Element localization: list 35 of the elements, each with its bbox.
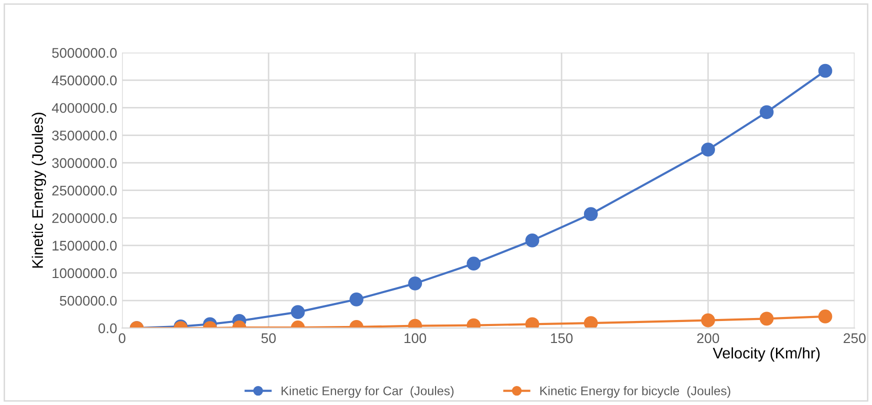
y-axis-title: Kinetic Energy (Joules)	[32, 112, 46, 268]
point	[525, 234, 540, 248]
x-tick-label: 100	[404, 333, 426, 344]
point	[760, 312, 774, 326]
x-tick-label: 0	[118, 333, 126, 344]
point	[818, 310, 832, 324]
point	[818, 64, 832, 78]
y-tick-label: 1500000.0	[52, 240, 117, 251]
point	[584, 316, 598, 328]
legend-label: Kinetic Energy for Car (Joules)	[282, 386, 454, 398]
y-tick-label: 3500000.0	[52, 130, 117, 140]
legend-label: Kinetic Energy for bicycle (Joules)	[540, 386, 730, 398]
x-tick-label: 250	[844, 333, 866, 344]
y-tick-label: 5000000.0	[52, 48, 117, 58]
y-tick-label: 4000000.0	[52, 103, 117, 113]
y-tick-label: 3000000.0	[52, 158, 117, 168]
point	[525, 317, 540, 328]
y-tick-label: 2000000.0	[52, 213, 117, 224]
point	[760, 105, 774, 120]
point	[350, 292, 364, 306]
x-tick-label: 200	[697, 333, 720, 344]
point	[290, 305, 305, 320]
y-tick-label: 1000000.0	[52, 268, 117, 278]
point	[701, 313, 716, 328]
x-axis-title: Velocity (Km/hr)	[712, 347, 820, 362]
y-tick-label: 500000.0	[60, 296, 117, 306]
point	[584, 207, 598, 221]
point	[701, 142, 716, 157]
x-tick-label: 50	[261, 333, 276, 344]
point	[408, 276, 422, 290]
y-tick-label: 2500000.0	[52, 186, 117, 196]
x-tick-label: 150	[551, 333, 573, 344]
point	[466, 256, 481, 271]
y-tick-label: 4500000.0	[52, 76, 117, 86]
y-tick-label: 0.0	[98, 323, 117, 334]
